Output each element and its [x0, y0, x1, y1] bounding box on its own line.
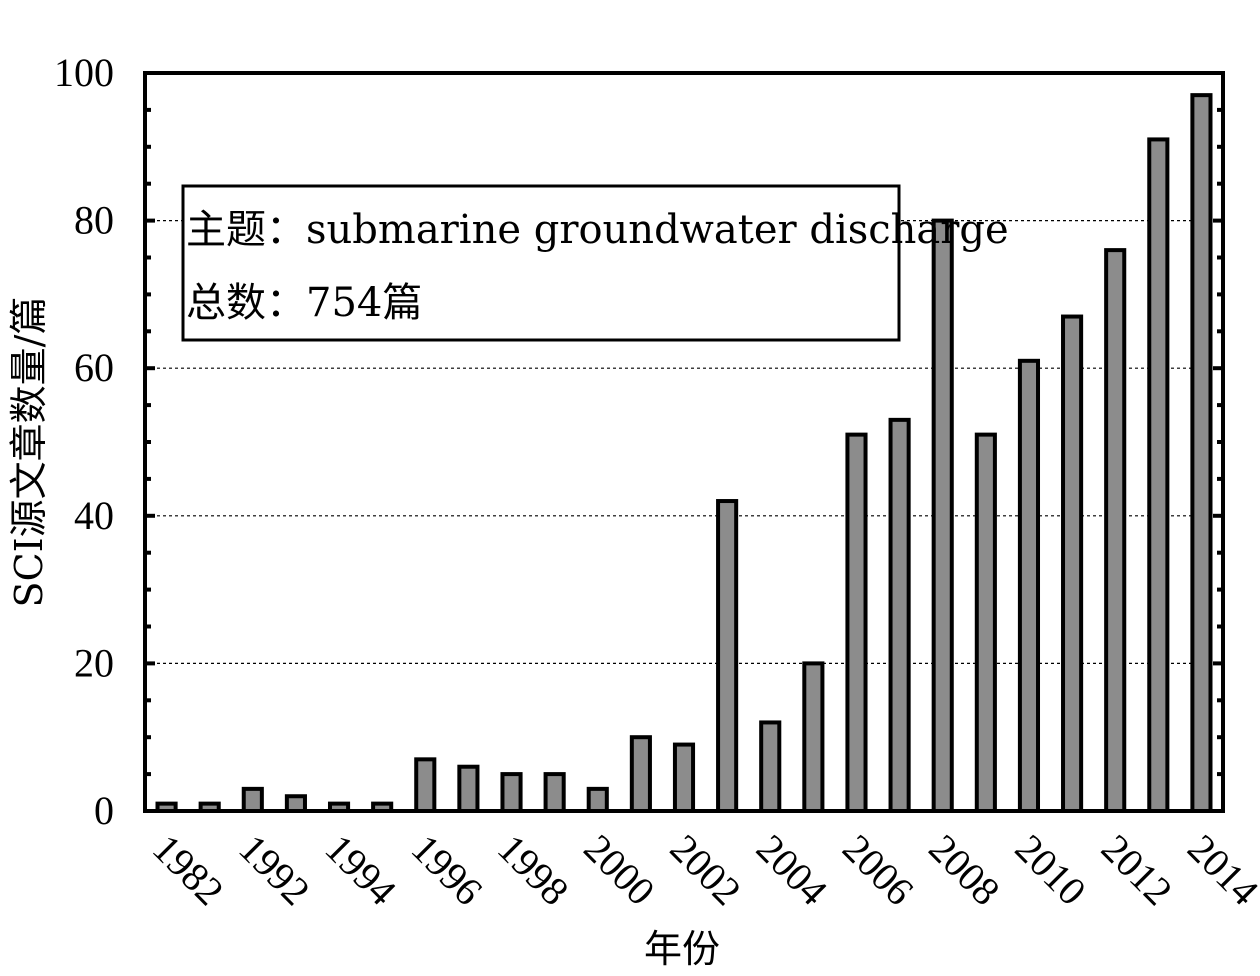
x-tick-label: 1996	[403, 826, 491, 914]
legend-topic: 主题：submarine groundwater discharge	[186, 207, 1009, 253]
x-tick-label: 2000	[575, 826, 663, 914]
y-tick-label: 20	[74, 640, 114, 685]
bar-2000	[586, 786, 609, 813]
bar-2011	[1061, 314, 1084, 813]
x-tick-label: 1982	[144, 826, 232, 914]
bar-2004	[759, 720, 782, 813]
x-tick-label: 2008	[920, 826, 1008, 914]
legend-frame	[181, 184, 901, 342]
x-tick-label: 2014	[1179, 826, 1260, 914]
y-tick-label: 100	[54, 50, 114, 95]
y-axis-ticks: 0 20 40 60 80 100	[54, 50, 1223, 833]
x-axis-title: 年份	[644, 927, 720, 971]
y-tick-label: 40	[74, 493, 114, 538]
x-tick-label: 1992	[230, 826, 318, 914]
y-axis-title: SCI源文章数量/篇	[7, 297, 51, 608]
bar-2005	[802, 661, 825, 814]
bar-2008	[931, 218, 954, 814]
bar-1993	[284, 794, 307, 813]
x-tick-label: 1998	[489, 826, 577, 914]
bar-1992	[241, 786, 264, 813]
legend-total: 总数：754篇	[186, 280, 422, 326]
x-tick-label: 2012	[1093, 826, 1181, 914]
bar-1999	[543, 772, 566, 813]
bar-1998	[500, 772, 523, 813]
legend-box: 主题：submarine groundwater discharge 总数：75…	[181, 184, 1009, 342]
y-tick-label: 80	[74, 198, 114, 243]
bar-2012	[1104, 248, 1127, 813]
x-tick-label: 2004	[748, 826, 836, 914]
x-tick-label: 2006	[834, 826, 922, 914]
y-tick-label: 0	[94, 788, 114, 833]
x-tick-label: 2010	[1007, 826, 1095, 914]
bar-1996	[414, 757, 437, 814]
bar-2003	[716, 499, 739, 813]
bar-2013	[1147, 137, 1170, 814]
y-tick-label: 60	[74, 345, 114, 390]
bars	[155, 93, 1213, 814]
bar-2001	[629, 735, 652, 814]
x-tick-label: 2002	[662, 826, 750, 914]
x-axis-ticks: 1982199219941996199820002002200420062008…	[144, 826, 1260, 914]
bar-2006	[845, 432, 868, 813]
bar-2014	[1190, 93, 1213, 813]
bar-2010	[1017, 358, 1041, 813]
bar-2007	[888, 417, 911, 813]
bar-1997	[457, 764, 480, 813]
bar-2009	[974, 432, 997, 813]
x-tick-label: 1994	[317, 826, 405, 914]
bar-2002	[672, 742, 696, 814]
